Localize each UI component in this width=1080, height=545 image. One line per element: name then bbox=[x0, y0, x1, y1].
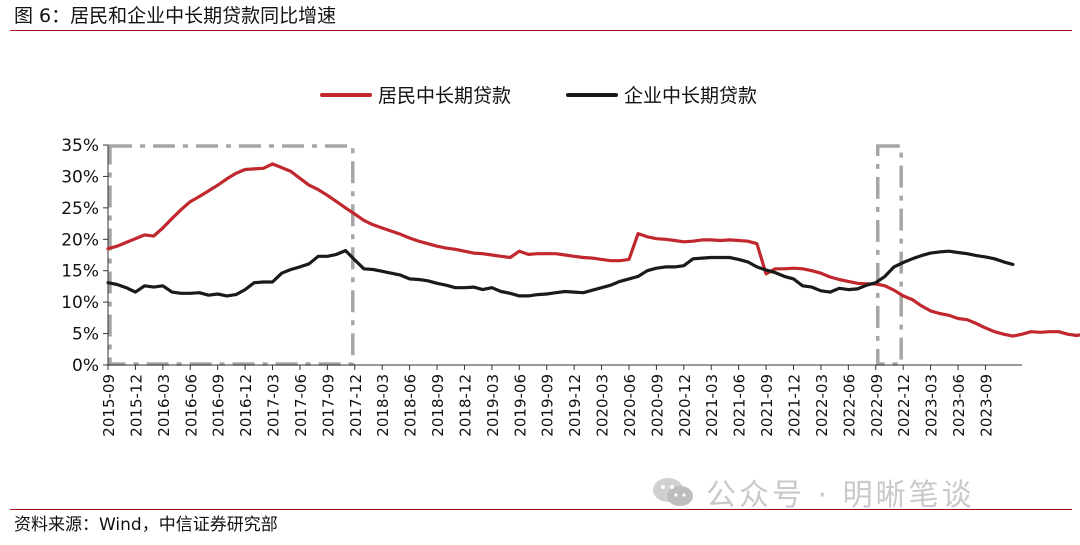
x-tick-label: 2023-06 bbox=[950, 374, 968, 437]
y-tick-label: 15% bbox=[61, 262, 99, 282]
x-tick-label: 2022-09 bbox=[868, 374, 886, 437]
x-tick-label: 2019-09 bbox=[539, 374, 557, 437]
y-tick-label: 20% bbox=[61, 230, 99, 250]
y-tick-label: 35% bbox=[61, 136, 99, 156]
watermark-text: 公众号 · 明晰笔谈 bbox=[706, 478, 975, 513]
x-tick-label: 2017-03 bbox=[265, 374, 283, 437]
x-tick-label: 2016-06 bbox=[182, 374, 200, 437]
wechat-icon bbox=[653, 478, 693, 506]
x-tick-label: 2017-09 bbox=[319, 374, 337, 437]
series-line-2 bbox=[106, 249, 1015, 298]
y-tick-label: 0% bbox=[72, 356, 99, 376]
legend-label-2: 企业中长期贷款 bbox=[624, 85, 757, 107]
x-tick-label: 2020-06 bbox=[621, 374, 639, 437]
x-tick-label: 2019-03 bbox=[484, 374, 502, 437]
x-tick-label: 2017-12 bbox=[347, 374, 365, 437]
highlight-box-2 bbox=[876, 144, 903, 366]
y-tick-label: 25% bbox=[61, 199, 99, 219]
source-note: 资料来源：Wind，中信证券研究部 bbox=[14, 515, 278, 535]
x-tick-label: 2015-12 bbox=[127, 374, 145, 437]
x-tick-label: 2023-09 bbox=[977, 374, 995, 437]
x-tick-label: 2017-06 bbox=[292, 374, 310, 437]
x-tick-label: 2022-03 bbox=[813, 374, 831, 437]
y-tick-label: 30% bbox=[61, 167, 99, 187]
legend-label-1: 居民中长期贷款 bbox=[378, 85, 511, 107]
x-tick-label: 2018-06 bbox=[402, 374, 420, 437]
x-tick-label: 2020-09 bbox=[648, 374, 666, 437]
x-tick-label: 2018-12 bbox=[456, 374, 474, 437]
chart-axes: 0% 5% 10% 15% 20% 25% 30% 35% 2015-09 2015-12 2016… bbox=[61, 136, 1022, 437]
x-tick-label: 2020-12 bbox=[676, 374, 694, 437]
x-tick-label: 2018-09 bbox=[429, 374, 447, 437]
series-line-1 bbox=[106, 162, 1080, 338]
x-tick-label: 2021-09 bbox=[758, 374, 776, 437]
x-tick-label: 2022-12 bbox=[895, 374, 913, 437]
x-tick-label: 2022-06 bbox=[840, 374, 858, 437]
y-tick-label: 10% bbox=[61, 293, 99, 313]
x-tick-label: 2018-03 bbox=[374, 374, 392, 437]
x-tick-label: 2021-06 bbox=[731, 374, 749, 437]
x-tick-label: 2016-03 bbox=[155, 374, 173, 437]
x-tick-label: 2020-03 bbox=[594, 374, 612, 437]
watermark: 公众号 · 明晰笔谈 bbox=[650, 470, 975, 514]
highlight-box-1 bbox=[108, 144, 355, 366]
x-tick-label: 2021-03 bbox=[703, 374, 721, 437]
x-tick-label: 2019-06 bbox=[511, 374, 529, 437]
chart-legend: 居民中长期贷款 企业中长期贷款 bbox=[320, 85, 757, 107]
y-tick-label: 5% bbox=[72, 325, 99, 345]
highlight-boxes bbox=[108, 144, 903, 366]
x-tick-label: 2016-12 bbox=[237, 374, 255, 437]
source-divider bbox=[10, 509, 1072, 510]
chart-lines bbox=[106, 162, 1080, 338]
x-tick-label: 2019-12 bbox=[566, 374, 584, 437]
figure-title: 图 6：居民和企业中长期贷款同比增速 bbox=[14, 5, 337, 27]
x-tick-label: 2015-09 bbox=[100, 374, 118, 437]
title-divider bbox=[10, 30, 1072, 31]
x-tick-label: 2016-09 bbox=[210, 374, 228, 437]
x-tick-label: 2023-03 bbox=[923, 374, 941, 437]
x-tick-label: 2021-12 bbox=[786, 374, 804, 437]
